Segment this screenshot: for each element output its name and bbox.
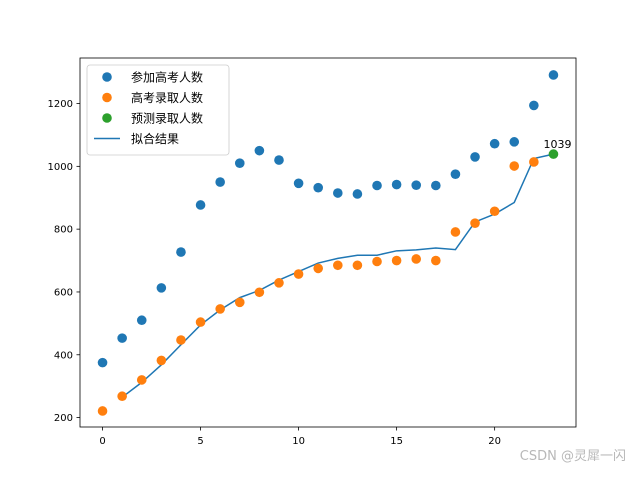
legend-label: 参加高考人数 — [131, 70, 203, 85]
y-tick-label: 400 — [54, 350, 73, 361]
data-point-series-0 — [548, 70, 559, 80]
x-tick-label: 15 — [390, 436, 403, 447]
data-point-series-0 — [254, 145, 265, 156]
legend-swatch-marker — [102, 72, 112, 82]
data-point-series-1 — [97, 406, 108, 416]
y-tick-label: 800 — [54, 225, 73, 236]
data-point-series-0 — [215, 177, 225, 187]
x-tick-label: 20 — [488, 436, 501, 447]
legend-label: 高考录取人数 — [131, 90, 203, 105]
points-layer — [97, 70, 559, 416]
data-label: 1039 — [543, 138, 571, 151]
data-point-series-1 — [470, 218, 480, 228]
watermark: CSDN @灵犀一闪 — [519, 449, 626, 464]
plot-frame — [79, 57, 577, 428]
data-point-series-1 — [509, 161, 520, 171]
data-point-series-1 — [117, 391, 127, 402]
data-point-series-1 — [411, 254, 422, 264]
y-tick-label: 1000 — [48, 162, 73, 173]
data-point-series-0 — [411, 180, 422, 190]
data-point-series-0 — [431, 180, 441, 191]
data-point-series-1 — [313, 263, 323, 274]
data-point-series-0 — [195, 200, 206, 210]
data-point-series-1 — [156, 355, 167, 366]
data-point-series-1 — [274, 278, 284, 288]
data-point-series-0 — [313, 182, 323, 193]
data-point-series-0 — [136, 315, 147, 326]
annotation-layer: 1039 — [543, 138, 571, 151]
data-point-series-0 — [293, 178, 304, 189]
x-tick-label: 5 — [197, 436, 203, 447]
data-point-series-0 — [450, 169, 461, 179]
data-point-series-0 — [391, 179, 402, 190]
data-point-series-0 — [234, 158, 245, 169]
legend-label: 拟合结果 — [131, 131, 179, 146]
data-point-series-0 — [470, 152, 480, 162]
data-point-series-1 — [372, 256, 382, 267]
data-point-series-1 — [431, 255, 441, 266]
data-point-series-1 — [391, 255, 402, 266]
data-point-series-0 — [333, 188, 343, 198]
data-point-series-1 — [215, 304, 225, 314]
data-point-series-0 — [117, 333, 127, 343]
y-tick-label: 600 — [54, 287, 73, 298]
data-point-series-1 — [352, 260, 363, 271]
data-point-series-0 — [372, 180, 382, 191]
legend-label: 预测录取人数 — [131, 111, 203, 126]
legend-swatch-marker — [102, 113, 112, 123]
y-tick-label: 1200 — [48, 99, 73, 110]
data-point-series-0 — [274, 155, 284, 165]
legend-box — [86, 64, 230, 156]
data-point-series-2 — [548, 149, 559, 159]
axes: 0 5 10 15 20 200 400 600 800 1000 1200 — [48, 57, 577, 447]
x-tick-label: 10 — [292, 436, 305, 447]
fit-line-layer — [121, 153, 554, 398]
data-point-series-1 — [254, 287, 265, 298]
data-point-series-1 — [529, 157, 539, 167]
legend-swatch-marker — [102, 92, 112, 103]
data-point-series-1 — [176, 335, 186, 345]
data-point-series-1 — [136, 375, 147, 385]
data-point-series-1 — [293, 269, 304, 279]
data-point-series-1 — [333, 260, 343, 271]
y-tick-label: 200 — [54, 413, 73, 424]
data-point-series-0 — [176, 247, 186, 257]
data-point-series-0 — [156, 283, 167, 293]
data-point-series-1 — [234, 297, 245, 308]
data-point-series-0 — [529, 100, 539, 111]
data-point-series-0 — [509, 137, 520, 147]
data-point-series-0 — [352, 189, 363, 199]
data-point-series-0 — [489, 138, 500, 149]
data-point-series-1 — [195, 317, 206, 327]
data-point-series-1 — [489, 206, 500, 217]
x-tick-label: 0 — [99, 436, 105, 447]
data-point-series-0 — [97, 357, 108, 368]
fit-line-series-3 — [121, 153, 554, 398]
data-point-series-1 — [450, 227, 461, 237]
